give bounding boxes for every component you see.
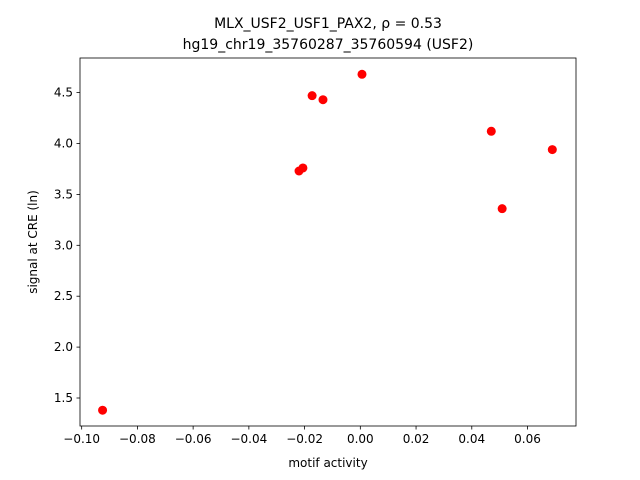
chart-title: MLX_USF2_USF1_PAX2, ρ = 0.53 — [214, 16, 442, 32]
y-tick-label: 4.5 — [54, 86, 73, 100]
y-axis-label: signal at CRE (ln) — [26, 190, 40, 294]
y-tick-label: 4.0 — [54, 137, 73, 151]
point — [318, 95, 328, 105]
plot-frame — [79, 57, 577, 427]
chart-subtitle: hg19_chr19_35760287_35760594 (USF2) — [183, 37, 474, 53]
x-tick-label: −0.04 — [230, 432, 267, 446]
y-tick-label: 3.0 — [54, 238, 73, 252]
point — [98, 405, 108, 415]
x-tick-label: −0.06 — [175, 432, 212, 446]
point — [486, 126, 496, 136]
x-axis-label: motif activity — [288, 456, 367, 470]
x-tick-label: 0.00 — [347, 432, 374, 446]
y-tick-label: 2.0 — [54, 340, 73, 354]
point — [307, 91, 317, 101]
x-tick-label: −0.08 — [119, 432, 156, 446]
point — [497, 204, 507, 214]
x-tick-label: 0.02 — [403, 432, 430, 446]
y-tick-label: 2.5 — [54, 289, 73, 303]
y-tick-label: 1.5 — [54, 391, 73, 405]
point — [547, 145, 557, 155]
point — [298, 163, 308, 173]
x-tick-label: −0.10 — [63, 432, 100, 446]
point — [357, 69, 367, 79]
x-tick-label: 0.06 — [514, 432, 541, 446]
x-tick-label: −0.02 — [286, 432, 323, 446]
x-tick-label: 0.04 — [458, 432, 485, 446]
y-tick-label: 3.5 — [54, 187, 73, 201]
